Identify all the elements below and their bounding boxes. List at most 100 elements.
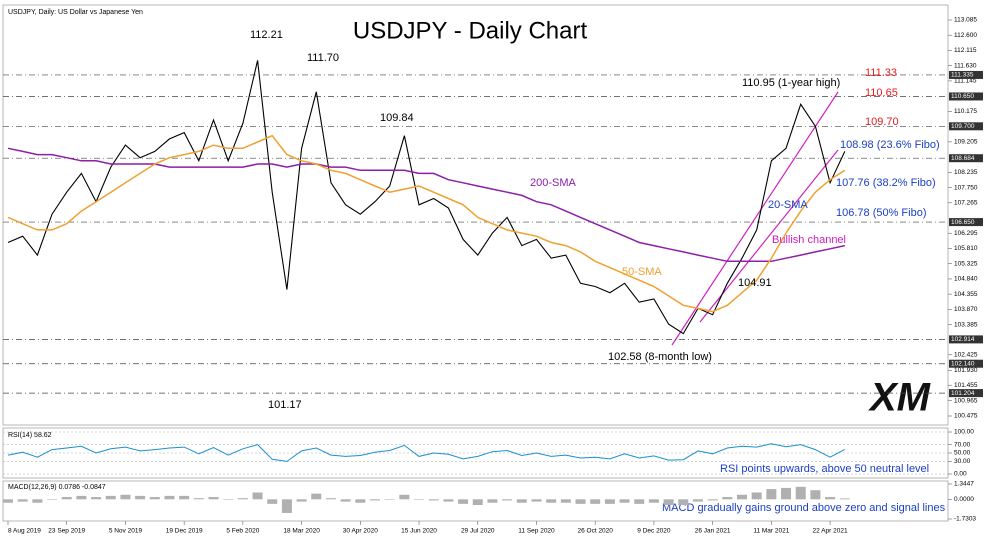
macd-bar <box>560 499 571 503</box>
series-label: 200-SMA <box>530 177 577 189</box>
macd-bar <box>61 497 72 500</box>
macd-bar <box>487 499 498 503</box>
x-tick-label: 5 Feb 2020 <box>226 528 259 535</box>
level-box <box>949 122 983 131</box>
macd-bar <box>443 499 454 502</box>
level-label: 101.204 <box>951 390 975 397</box>
y-tick-label: 70.00 <box>954 441 971 448</box>
macd-bar <box>399 494 410 500</box>
macd-bar <box>766 489 777 500</box>
macd-bar <box>370 499 380 501</box>
y-tick-label: 112.600 <box>954 32 977 39</box>
macd-bar <box>91 497 102 500</box>
macd-bar <box>311 493 322 500</box>
y-tick-label: 109.205 <box>954 139 978 146</box>
x-tick-label: 8 Aug 2019 <box>8 528 41 535</box>
annotation: 109.84 <box>380 112 414 124</box>
channel-line <box>671 91 839 346</box>
macd-bar <box>458 499 469 504</box>
x-tick-label: 26 Oct 2020 <box>577 528 613 535</box>
rsi-note: RSI points upwards, above 50 neutral lev… <box>720 463 929 475</box>
x-tick-label: 11 Sep 2020 <box>518 528 555 535</box>
y-tick-label: 111.630 <box>954 62 977 69</box>
level-box <box>949 154 983 163</box>
macd-bar <box>193 498 204 500</box>
macd-bar <box>575 499 586 504</box>
level-box <box>949 335 983 344</box>
macd-label: MACD(12,26,9) 0.0786 -0.0847 <box>8 484 106 491</box>
rsi-label: RSI(14) 58.62 <box>8 432 52 439</box>
level-label: 102.914 <box>951 336 975 343</box>
macd-bar <box>296 499 307 502</box>
series-label: 50-SMA <box>622 266 662 278</box>
y-tick-label: 106.295 <box>954 230 978 237</box>
macd-bar <box>825 497 836 500</box>
y-tick-label: 107.265 <box>954 199 978 206</box>
macd-bar <box>590 499 601 504</box>
level-label: 111.335 <box>951 72 974 79</box>
macd-bar <box>17 499 28 502</box>
macd-bar <box>340 499 351 502</box>
chart-title: USDJPY - Daily Chart <box>353 17 588 44</box>
macd-note: MACD gradually gains ground above zero a… <box>662 502 946 514</box>
macd-bar <box>120 494 131 500</box>
macd-bar <box>105 495 116 500</box>
macd-bar <box>325 498 336 500</box>
macd-bar <box>604 499 615 504</box>
y-tick-label: 101.455 <box>954 382 978 389</box>
annotation: 20-SMA <box>768 199 808 211</box>
annotation: 104.91 <box>738 277 772 289</box>
y-tick-label: 1.3447 <box>954 481 974 488</box>
annotation: 101.17 <box>268 399 302 411</box>
annotation: 109.70 <box>865 116 899 128</box>
y-tick-label: 100.475 <box>954 413 978 420</box>
macd-bar <box>135 495 146 500</box>
series-line <box>7 60 846 335</box>
x-tick-label: 23 Sep 2019 <box>48 528 85 535</box>
price-panel <box>2 4 949 426</box>
macd-bar <box>281 499 292 513</box>
header: USDJPY, Daily: US Dollar vs Japanese Yen <box>8 9 143 16</box>
macd-bar <box>3 499 13 503</box>
y-tick-label: 105.810 <box>954 245 978 252</box>
y-tick-label: 50.00 <box>954 450 971 457</box>
y-tick-label: 108.235 <box>954 169 978 176</box>
series-line <box>7 147 845 263</box>
level-label: 108.684 <box>951 155 975 162</box>
level-label: 110.650 <box>951 93 974 100</box>
macd-bar <box>267 499 278 504</box>
rsi-line <box>7 443 846 462</box>
macd-bar <box>428 499 439 501</box>
y-tick-label: 102.425 <box>954 351 978 358</box>
macd-bar <box>692 499 703 502</box>
annotation: 110.65 <box>865 87 898 99</box>
macd-bar <box>32 499 43 503</box>
macd-bar <box>149 497 160 500</box>
macd-bar <box>252 492 263 500</box>
y-tick-label: 113.085 <box>954 17 977 24</box>
y-tick-label: 105.325 <box>954 260 978 267</box>
macd-bar <box>179 495 190 500</box>
level-label: 106.650 <box>951 219 975 226</box>
macd-bar <box>678 499 689 505</box>
y-tick-label: 101.930 <box>954 367 978 374</box>
macd-bar <box>223 499 234 500</box>
macd-bar <box>795 486 806 500</box>
macd-bar <box>384 499 395 500</box>
macd-bar <box>737 494 747 500</box>
macd-bar <box>208 497 219 500</box>
x-tick-label: 5 Nov 2019 <box>109 528 143 535</box>
y-tick-label: 112.115 <box>954 47 977 54</box>
macd-bar <box>648 499 659 503</box>
y-tick-label: 30.00 <box>954 458 971 465</box>
macd-bar <box>663 499 674 505</box>
x-tick-label: 29 Jul 2020 <box>461 528 495 535</box>
macd-bar <box>839 498 850 500</box>
macd-bar <box>472 499 483 505</box>
x-tick-label: 18 Mar 2020 <box>283 528 320 535</box>
annotation: 106.78 (50% Fibo) <box>836 207 927 219</box>
macd-bar <box>516 499 527 503</box>
y-tick-label: 103.385 <box>954 321 978 328</box>
macd-bar <box>546 499 557 503</box>
y-tick-label: 107.750 <box>954 184 978 191</box>
